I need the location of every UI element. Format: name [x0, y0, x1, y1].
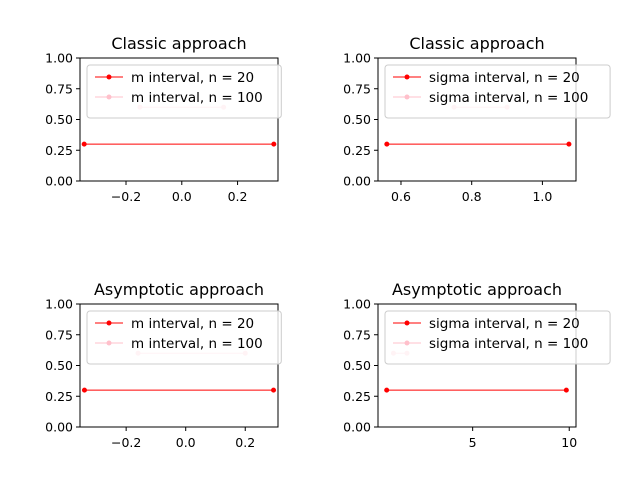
legend-marker [404, 94, 410, 100]
legend-label: sigma interval, n = 100 [429, 336, 588, 352]
legend-box [86, 64, 282, 119]
legend-label: m interval, n = 100 [131, 336, 263, 352]
x-tick-label: 0.2 [228, 189, 248, 204]
y-tick-label: 0.50 [343, 358, 371, 373]
legend: sigma interval, n = 20 sigma interval, n … [384, 310, 611, 365]
subplot-1: Classic approach 0.00 0.25 0.50 0.75 1.00 −0.2… [45, 34, 282, 204]
legend: m interval, n = 20 m interval, n = 100 [86, 64, 282, 119]
legend-box [86, 310, 282, 365]
y-tick-label: 0.50 [45, 358, 73, 373]
x-tick-label: 0.6 [391, 189, 411, 204]
data-point [81, 387, 87, 393]
y-tick-label: 0.75 [45, 327, 73, 342]
x-tick-label: 0.0 [176, 435, 196, 450]
legend-label: m interval, n = 20 [131, 70, 254, 86]
data-point [384, 141, 390, 147]
y-tick-label: 0.00 [343, 174, 371, 189]
x-tick-label: 5 [469, 435, 477, 450]
axes-frame [79, 303, 279, 428]
y-tick-label: 0.25 [45, 389, 73, 404]
subplot-title: Asymptotic approach [392, 280, 562, 299]
subplot-3: Asymptotic approach 0.00 0.25 0.50 0.75 1.00 −… [45, 280, 282, 450]
x-tick-label: 1.0 [532, 189, 552, 204]
legend-marker [106, 340, 112, 346]
legend-label: sigma interval, n = 100 [429, 90, 588, 106]
legend-marker [106, 74, 112, 80]
x-tick-label: 10 [561, 435, 577, 450]
y-tick-label: 1.00 [45, 51, 73, 66]
y-tick-label: 0.25 [343, 389, 371, 404]
subplot-title: Asymptotic approach [94, 280, 264, 299]
legend-marker [404, 74, 410, 80]
y-tick-label: 0.25 [343, 143, 371, 158]
subplot-title: Classic approach [409, 34, 544, 53]
data-point [271, 141, 277, 147]
legend-label: sigma interval, n = 20 [429, 70, 580, 86]
legend-box [384, 310, 611, 365]
x-tick-label: −0.2 [111, 435, 141, 450]
legend: sigma interval, n = 20 sigma interval, n … [384, 64, 611, 119]
y-tick-label: 0.00 [45, 420, 73, 435]
data-point [271, 387, 277, 393]
y-tick-label: 0.75 [45, 81, 73, 96]
y-tick-label: 1.00 [45, 297, 73, 312]
axes-frame [377, 303, 577, 428]
y-tick-label: 0.00 [45, 174, 73, 189]
y-tick-label: 0.75 [343, 327, 371, 342]
data-point [566, 141, 572, 147]
data-point [81, 141, 87, 147]
x-tick-label: −0.2 [111, 189, 141, 204]
legend-label: sigma interval, n = 20 [429, 316, 580, 332]
subplot-4: Asymptotic approach 0.00 0.25 0.50 0.75 1.00 5… [343, 280, 611, 450]
x-tick-label: 0.8 [462, 189, 482, 204]
legend-label: m interval, n = 20 [131, 316, 254, 332]
subplot-2: Classic approach 0.00 0.25 0.50 0.75 1.00 0.6 0… [343, 34, 611, 204]
axes-frame [377, 57, 577, 182]
y-tick-label: 0.00 [343, 420, 371, 435]
y-tick-label: 0.25 [45, 143, 73, 158]
y-tick-label: 0.50 [45, 112, 73, 127]
legend-box [384, 64, 611, 119]
y-tick-label: 0.50 [343, 112, 371, 127]
legend-marker [106, 94, 112, 100]
x-tick-label: 0.2 [235, 435, 255, 450]
legend-marker [404, 320, 410, 326]
data-point [384, 387, 390, 393]
y-tick-label: 0.75 [343, 81, 371, 96]
x-tick-label: 0.0 [172, 189, 192, 204]
legend: m interval, n = 20 m interval, n = 100 [86, 310, 282, 365]
legend-label: m interval, n = 100 [131, 90, 263, 106]
axes-frame [79, 57, 279, 182]
y-tick-label: 1.00 [343, 297, 371, 312]
y-tick-label: 1.00 [343, 51, 371, 66]
data-point [563, 387, 569, 393]
legend-marker [404, 340, 410, 346]
legend-marker [106, 320, 112, 326]
subplot-title: Classic approach [111, 34, 246, 53]
